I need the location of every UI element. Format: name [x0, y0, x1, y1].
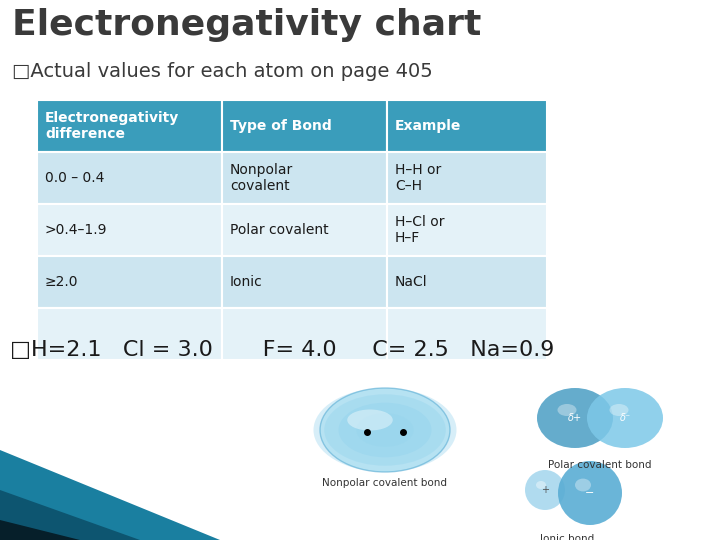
- FancyBboxPatch shape: [387, 204, 547, 256]
- Text: Ionic: Ionic: [230, 275, 263, 289]
- Text: H–H or
C–H: H–H or C–H: [395, 163, 441, 193]
- Text: Nonpolar
covalent: Nonpolar covalent: [230, 163, 293, 193]
- Ellipse shape: [320, 388, 450, 472]
- Ellipse shape: [557, 404, 577, 416]
- Ellipse shape: [338, 403, 431, 457]
- FancyBboxPatch shape: [222, 100, 387, 152]
- Ellipse shape: [313, 388, 456, 472]
- Text: Ionic bond: Ionic bond: [540, 534, 594, 540]
- Polygon shape: [0, 490, 140, 540]
- Text: Type of Bond: Type of Bond: [230, 119, 332, 133]
- FancyBboxPatch shape: [387, 100, 547, 152]
- Ellipse shape: [575, 478, 591, 491]
- FancyBboxPatch shape: [37, 256, 222, 308]
- Text: +: +: [541, 485, 549, 495]
- FancyBboxPatch shape: [387, 256, 547, 308]
- Text: >0.4–1.9: >0.4–1.9: [45, 223, 107, 237]
- Text: Polar covalent: Polar covalent: [230, 223, 328, 237]
- Text: H–Cl or
H–F: H–Cl or H–F: [395, 215, 444, 245]
- Ellipse shape: [347, 409, 392, 430]
- Text: Polar covalent bond: Polar covalent bond: [548, 460, 652, 470]
- Polygon shape: [0, 520, 80, 540]
- Text: δ⁻: δ⁻: [619, 413, 631, 423]
- FancyBboxPatch shape: [222, 256, 387, 308]
- FancyBboxPatch shape: [222, 204, 387, 256]
- FancyBboxPatch shape: [37, 100, 222, 152]
- Ellipse shape: [536, 481, 546, 489]
- Text: □Actual values for each atom on page 405: □Actual values for each atom on page 405: [12, 62, 433, 81]
- FancyBboxPatch shape: [37, 152, 222, 204]
- Text: Nonpolar covalent bond: Nonpolar covalent bond: [323, 478, 448, 488]
- FancyBboxPatch shape: [222, 152, 387, 204]
- FancyBboxPatch shape: [387, 308, 547, 360]
- Text: Electronegativity chart: Electronegativity chart: [12, 8, 482, 42]
- Ellipse shape: [324, 394, 446, 465]
- Text: NaCl: NaCl: [395, 275, 428, 289]
- Ellipse shape: [587, 388, 663, 448]
- FancyBboxPatch shape: [222, 308, 387, 360]
- Text: □H=2.1   Cl = 3.0       F= 4.0     C= 2.5   Na=0.9: □H=2.1 Cl = 3.0 F= 4.0 C= 2.5 Na=0.9: [10, 340, 554, 360]
- Ellipse shape: [558, 461, 622, 525]
- Ellipse shape: [537, 388, 613, 448]
- Ellipse shape: [356, 413, 413, 447]
- Text: 0.0 – 0.4: 0.0 – 0.4: [45, 171, 104, 185]
- FancyBboxPatch shape: [37, 308, 222, 360]
- FancyBboxPatch shape: [37, 204, 222, 256]
- Text: −: −: [585, 488, 595, 498]
- Text: ≥2.0: ≥2.0: [45, 275, 78, 289]
- Ellipse shape: [610, 404, 629, 416]
- Polygon shape: [0, 450, 220, 540]
- FancyBboxPatch shape: [387, 152, 547, 204]
- Text: Example: Example: [395, 119, 462, 133]
- Ellipse shape: [525, 470, 565, 510]
- Text: δ+: δ+: [568, 413, 582, 423]
- Text: Electronegativity
difference: Electronegativity difference: [45, 111, 179, 141]
